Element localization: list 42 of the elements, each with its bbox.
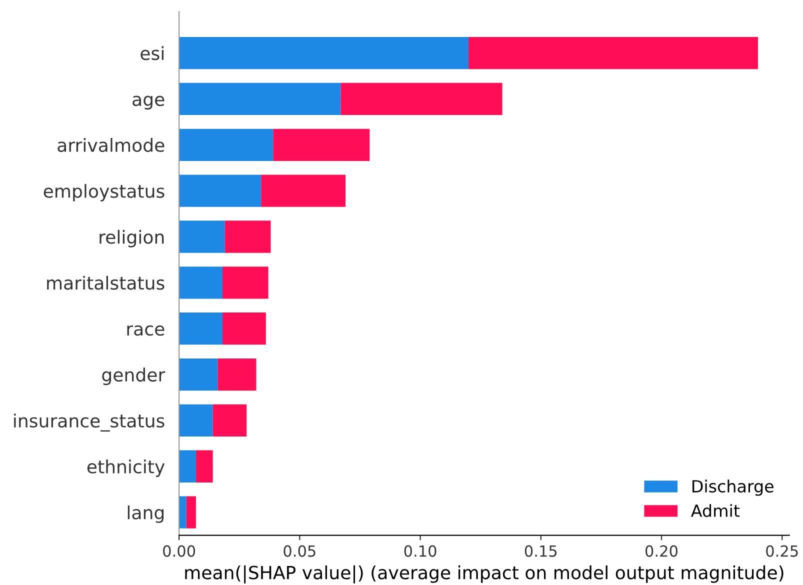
bar — [196, 450, 213, 482]
x-tick-label: 0.20 — [646, 545, 678, 557]
legend-label: Discharge — [692, 480, 774, 496]
bar — [222, 266, 268, 299]
y-tick-label: arrivalmode — [58, 138, 164, 152]
y-tick-label: esi — [140, 46, 164, 60]
bar — [179, 266, 222, 299]
bar — [212, 404, 247, 437]
bar — [179, 312, 222, 345]
bar — [224, 220, 271, 253]
y-tick-label: lang — [128, 505, 164, 523]
y-tick-label: insurance_status — [14, 414, 164, 432]
bar — [179, 450, 196, 482]
bar — [179, 358, 218, 391]
legend-label: Admit — [690, 504, 740, 518]
bar — [179, 174, 262, 207]
bar — [179, 128, 274, 161]
bar — [218, 358, 256, 391]
bar — [222, 312, 266, 345]
x-tick-label: 0.10 — [404, 545, 436, 557]
y-tick-label: employstatus — [44, 184, 164, 202]
bar — [468, 36, 758, 70]
bar — [179, 82, 341, 116]
bar — [179, 496, 186, 528]
y-tick-label: age — [132, 96, 164, 110]
x-tick-label: 0.15 — [524, 545, 557, 557]
y-tick-label: race — [127, 325, 164, 336]
bar — [179, 36, 469, 70]
x-tick-label: 0.00 — [163, 545, 196, 557]
y-tick-label: gender — [102, 368, 166, 386]
bar — [273, 128, 370, 161]
x-tick-label: 0.05 — [284, 545, 316, 557]
x-tick-label: 0.25 — [766, 545, 798, 557]
bar — [179, 220, 225, 253]
bar — [261, 174, 346, 207]
y-tick-label: maritalstatus — [47, 276, 164, 290]
y-tick-label: religion — [100, 230, 164, 248]
bar — [186, 496, 196, 528]
x-axis-title: mean(|SHAP value|) (average impact on model output magnitude) — [185, 565, 784, 584]
y-tick-label: ethnicity — [87, 460, 165, 477]
bar — [340, 82, 502, 116]
bar — [179, 404, 213, 437]
